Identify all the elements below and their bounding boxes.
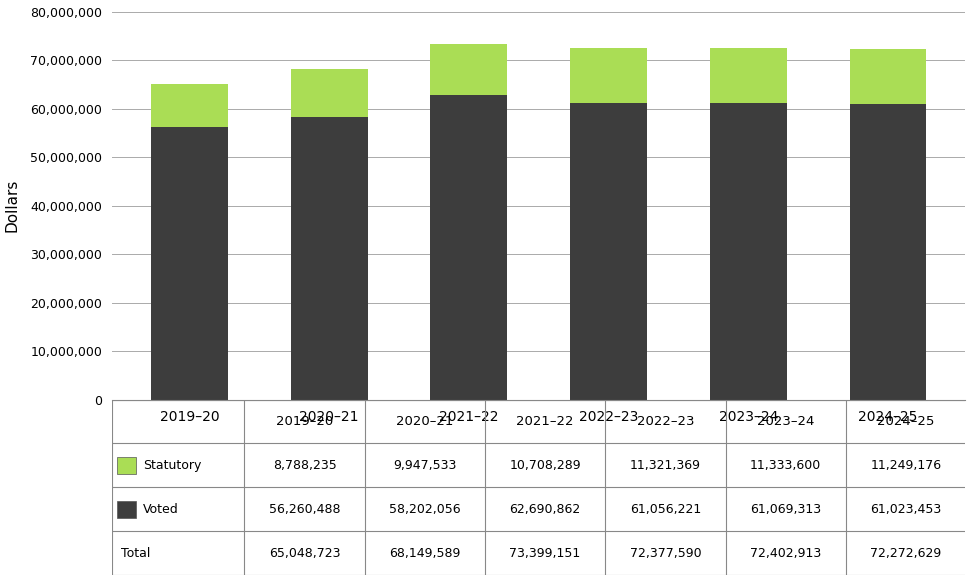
- Text: Voted: Voted: [143, 503, 178, 516]
- Bar: [849, 49, 926, 104]
- Bar: [117, 501, 136, 518]
- Text: 11,333,600: 11,333,600: [750, 459, 821, 472]
- Text: 73,399,151: 73,399,151: [510, 547, 581, 559]
- Text: 56,260,488: 56,260,488: [269, 503, 340, 516]
- Bar: [430, 95, 507, 400]
- Text: 11,321,369: 11,321,369: [630, 459, 701, 472]
- Text: 8,788,235: 8,788,235: [273, 459, 336, 472]
- Bar: [291, 117, 368, 400]
- Text: 68,149,589: 68,149,589: [389, 547, 460, 559]
- Text: Statutory: Statutory: [143, 459, 201, 472]
- Text: 61,069,313: 61,069,313: [750, 503, 821, 516]
- Text: 2023–24: 2023–24: [757, 415, 814, 428]
- Bar: [710, 104, 787, 400]
- Text: 61,023,453: 61,023,453: [871, 503, 942, 516]
- Text: 58,202,056: 58,202,056: [389, 503, 460, 516]
- Text: 72,402,913: 72,402,913: [750, 547, 821, 559]
- Text: 61,056,221: 61,056,221: [630, 503, 701, 516]
- Text: 2019–20: 2019–20: [276, 415, 333, 428]
- Text: 62,690,862: 62,690,862: [510, 503, 581, 516]
- Bar: [151, 84, 228, 126]
- Text: 72,377,590: 72,377,590: [630, 547, 701, 559]
- Text: 2024–25: 2024–25: [878, 415, 935, 428]
- Bar: [151, 126, 228, 400]
- Text: 65,048,723: 65,048,723: [269, 547, 340, 559]
- Bar: [570, 48, 647, 104]
- Bar: [710, 48, 787, 104]
- Bar: [291, 69, 368, 117]
- Bar: [849, 104, 926, 400]
- Text: 2022–23: 2022–23: [637, 415, 694, 428]
- Text: Total: Total: [121, 547, 150, 559]
- Text: 9,947,533: 9,947,533: [393, 459, 456, 472]
- Bar: [570, 104, 647, 400]
- Text: 72,272,629: 72,272,629: [871, 547, 942, 559]
- Text: 11,249,176: 11,249,176: [871, 459, 942, 472]
- Y-axis label: Dollars: Dollars: [4, 179, 20, 232]
- Bar: [430, 44, 507, 95]
- Bar: [117, 457, 136, 474]
- Text: 10,708,289: 10,708,289: [509, 459, 581, 472]
- Text: 2020–21: 2020–21: [396, 415, 453, 428]
- Text: 2021–22: 2021–22: [517, 415, 574, 428]
